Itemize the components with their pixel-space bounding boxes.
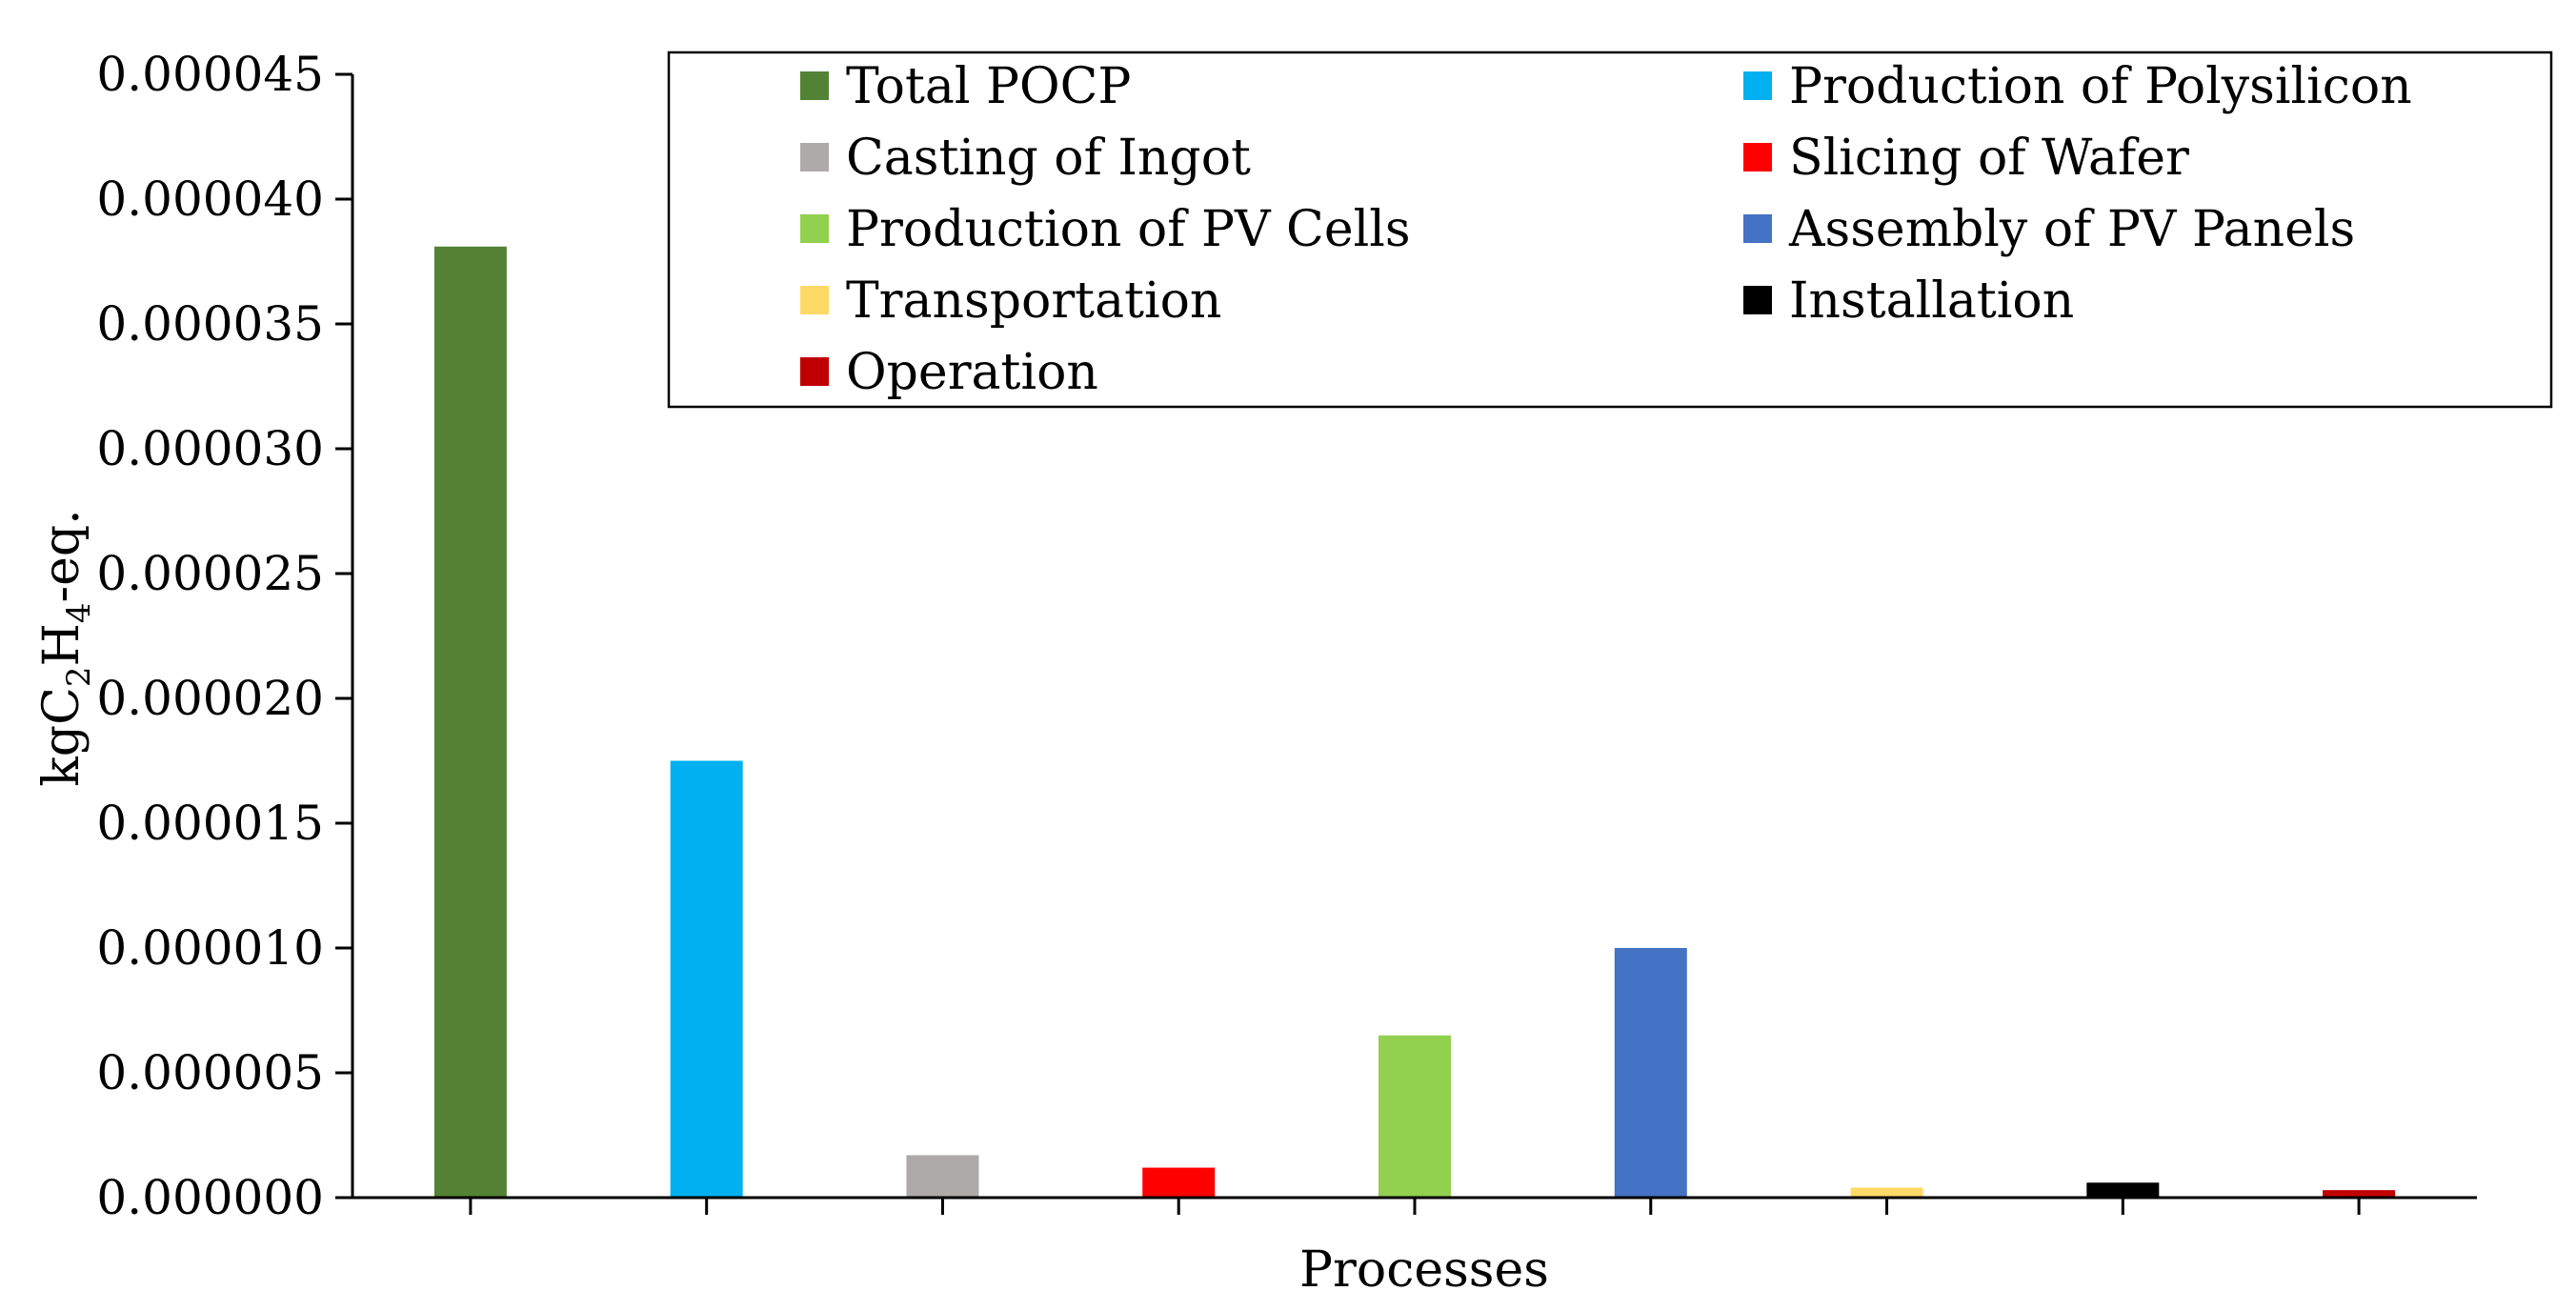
bar-installation — [2086, 1182, 2160, 1198]
legend-label: Casting of Ingot — [846, 130, 1251, 187]
y-axis-title-prefix: kgC — [33, 687, 91, 787]
legend-label: Slicing of Wafer — [1789, 130, 2189, 187]
legend-swatch — [800, 143, 829, 171]
legend-label: Production of PV Cells — [846, 201, 1411, 258]
y-tick-label: 0.000010 — [96, 920, 324, 976]
y-tick-label: 0.000030 — [96, 421, 324, 476]
bar-production-of-polysilicon — [670, 760, 743, 1198]
y-tick-label: 0.000020 — [96, 671, 324, 726]
bar-operation — [2323, 1190, 2396, 1198]
bar-slicing-of-wafer — [1142, 1167, 1216, 1198]
legend-label: Transportation — [846, 272, 1221, 330]
legend-swatch — [800, 286, 829, 314]
y-tick-label: 0.000000 — [96, 1170, 324, 1225]
bar-transportation — [1850, 1187, 1923, 1198]
y-axis-title: kgC2H4-eq. — [33, 509, 98, 786]
legend-label: Production of Polysilicon — [1789, 58, 2412, 115]
legend-label: Installation — [1789, 272, 2074, 330]
legend-label: Total POCP — [846, 58, 1131, 115]
legend: Total POCP Production of Polysilicon Casti… — [667, 50, 2553, 409]
y-tick-label: 0.000015 — [96, 796, 324, 851]
legend-label: Assembly of PV Panels — [1788, 201, 2355, 258]
y-axis-title-suffix: -eq. — [33, 509, 91, 602]
y-axis-ticks: 0.000000 0.000005 0.000010 0.000015 0.000020… — [96, 47, 352, 1225]
bar-production-of-pv-cells — [1379, 1035, 1451, 1198]
bar-casting-of-ingot — [906, 1155, 979, 1198]
bar-total-pocp — [433, 246, 507, 1198]
legend-swatch — [1743, 143, 1772, 171]
legend-swatch — [800, 357, 829, 386]
y-tick-label: 0.000005 — [96, 1045, 324, 1100]
legend-label: Operation — [846, 344, 1098, 401]
bar-assembly-of-pv-panels — [1614, 948, 1687, 1198]
y-axis-title-sub1: 2 — [60, 666, 98, 687]
legend-swatch — [1743, 286, 1772, 314]
legend-swatch — [1743, 214, 1772, 243]
y-tick-label: 0.000035 — [96, 296, 324, 352]
legend-box — [667, 50, 2553, 409]
y-tick-label: 0.000025 — [96, 546, 324, 601]
y-tick-label: 0.000040 — [96, 171, 324, 227]
x-axis-ticks — [469, 1198, 2361, 1215]
bar-series — [433, 246, 2396, 1198]
y-axis-title-sub2: 4 — [60, 602, 98, 623]
legend-swatch — [800, 71, 829, 100]
y-axis-title-mid: H — [33, 623, 91, 666]
legend-swatch — [1743, 71, 1772, 100]
x-axis-title: Processes — [1299, 1241, 1549, 1299]
legend-swatch — [800, 214, 829, 243]
y-tick-label: 0.000045 — [96, 47, 324, 102]
